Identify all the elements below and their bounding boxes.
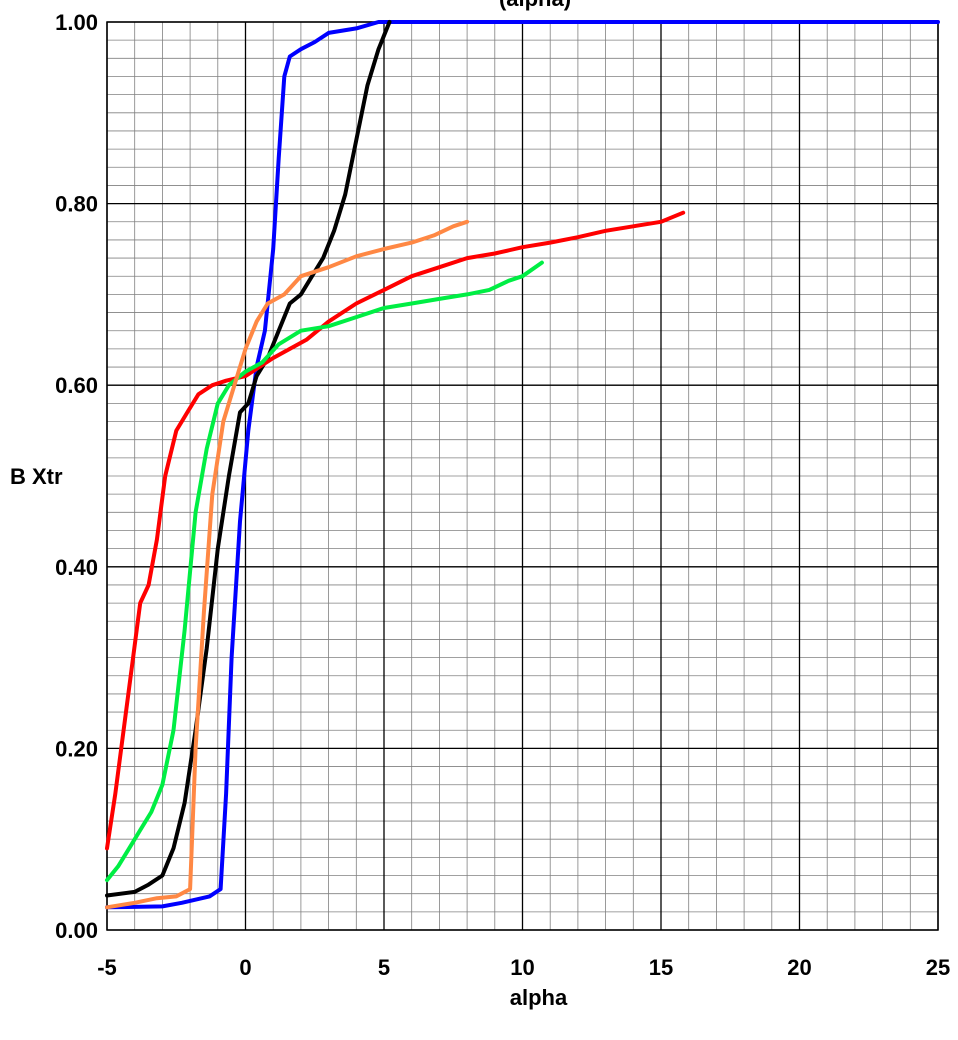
x-tick-label: -5 [97,955,117,980]
series-line-4 [105,260,544,883]
x-tick-label: 20 [787,955,811,980]
y-tick-label: 0.20 [55,736,98,761]
series-layer [105,20,940,910]
series-line-2 [105,20,392,898]
series-line-1 [105,20,940,910]
y-tick-label: 0.00 [55,918,98,943]
series-line-3 [105,210,686,851]
x-tick-label: 10 [510,955,534,980]
y-tick-labels: 0.00 0.20 0.40 0.60 0.80 1.00 [55,10,98,943]
x-tick-labels: -5 0 5 10 15 20 25 [97,955,950,980]
y-tick-label: 0.60 [55,373,98,398]
y-tick-label: 1.00 [55,10,98,35]
y-axis-label: B Xtr [10,464,63,489]
x-tick-label: 0 [239,955,251,980]
x-tick-label: 25 [926,955,950,980]
chart-title: (alpha) [499,0,571,11]
y-tick-label: 0.80 [55,192,98,217]
x-axis-label: alpha [510,985,568,1010]
x-tick-label: 15 [649,955,673,980]
x-tick-label: 5 [378,955,390,980]
y-tick-label: 0.40 [55,555,98,580]
series-line-5 [105,219,470,910]
